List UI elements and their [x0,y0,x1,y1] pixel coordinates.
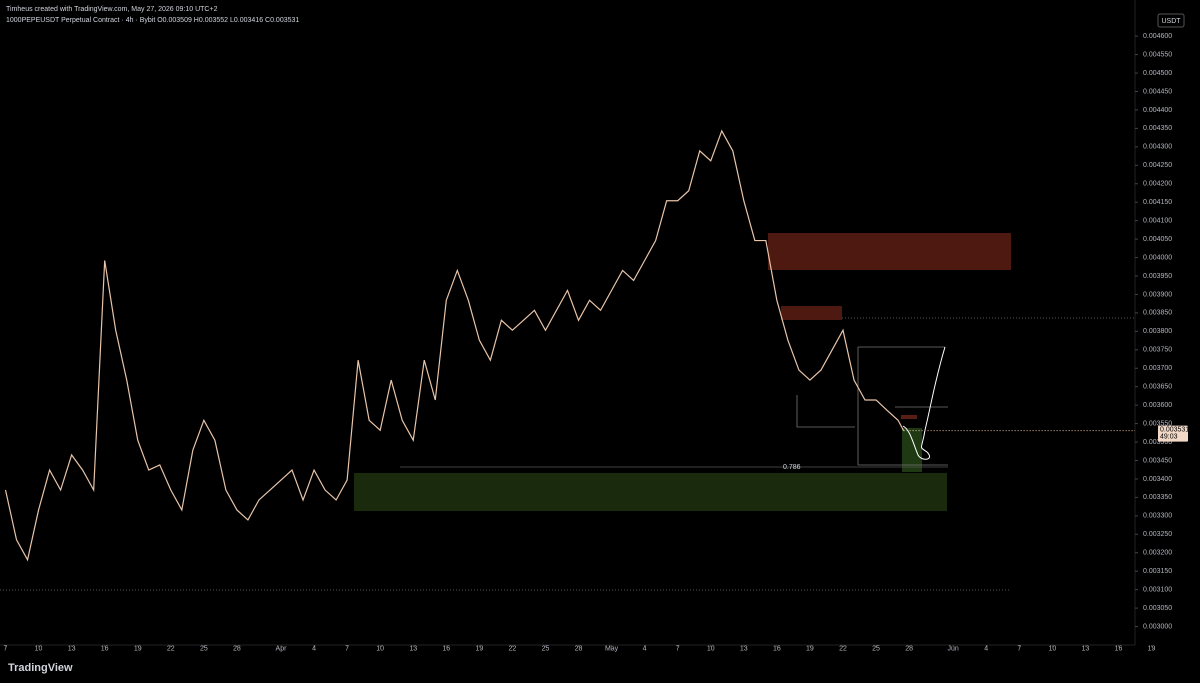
x-tick-label: 22 [167,645,175,652]
y-tick-label: 0.004300 [1143,144,1172,151]
x-tick-label: 25 [542,645,550,652]
x-tick-label: 10 [376,645,384,652]
currency-box [1157,13,1185,28]
y-tick-label: 0.004000 [1143,254,1172,261]
x-tick-label: May [605,645,619,652]
y-tick-label: 0.003200 [1143,550,1172,557]
x-tick-label: 4 [984,645,988,652]
y-tick-label: 0.003650 [1143,384,1172,391]
x-tick-label: 7 [345,645,349,652]
y-tick-label: 0.003550 [1143,420,1172,427]
x-tick-label: 22 [839,645,847,652]
x-tick-label: 16 [101,645,109,652]
y-tick-label: 0.003400 [1143,476,1172,483]
y-tick-label: 0.003500 [1143,439,1172,446]
chart-title: Timheus created with TradingView.com, Ma… [6,6,218,13]
y-tick-label: 0.003450 [1143,457,1172,464]
y-tick-label: 0.004250 [1143,162,1172,169]
x-tick-label: 16 [1115,645,1123,652]
y-tick-label: 0.003700 [1143,365,1172,372]
y-tick-label: 0.003300 [1143,513,1172,520]
price-tag [1158,425,1188,442]
x-tick-label: 19 [134,645,142,652]
x-tick-label: 19 [1148,645,1156,652]
x-tick-label: 16 [442,645,450,652]
x-tick-label: 10 [1048,645,1056,652]
x-tick-label: 19 [806,645,814,652]
x-tick-label: 4 [312,645,316,652]
y-tick-label: 0.004350 [1143,125,1172,132]
x-tick-label: 7 [1017,645,1021,652]
x-tick-label: 10 [35,645,43,652]
demand-zone [902,428,922,472]
brand: TradingView [8,662,73,674]
range-box [796,395,855,428]
currency-label: USDT [1161,18,1181,25]
x-tick-label: Apr [276,645,288,652]
countdown: 49:03 [1160,433,1178,440]
projection-drawing [902,346,946,460]
y-tick-label: 0.003750 [1143,347,1172,354]
y-tick-label: 0.004050 [1143,236,1172,243]
x-tick-label: 22 [509,645,517,652]
y-tick-label: 0.004600 [1143,33,1172,40]
y-tick-label: 0.004150 [1143,199,1172,206]
demand-zone [354,473,947,511]
y-tick-label: 0.003600 [1143,402,1172,409]
y-tick-label: 0.004500 [1143,70,1172,77]
supply-zone [768,233,1011,270]
x-tick-label: 28 [905,645,913,652]
x-tick-label: 25 [200,645,208,652]
x-tick-label: 13 [740,645,748,652]
x-tick-label: 16 [773,645,781,652]
fib-label: 0.786 [783,464,801,471]
y-tick-label: 0.003900 [1143,291,1172,298]
y-tick-label: 0.003350 [1143,494,1172,501]
x-tick-label: 25 [872,645,880,652]
x-tick-label: 19 [475,645,483,652]
x-tick-label: 10 [707,645,715,652]
x-tick-label: 7 [676,645,680,652]
price-line [4,129,905,562]
y-tick-label: 0.003800 [1143,328,1172,335]
x-tick-label: 28 [575,645,583,652]
y-tick-label: 0.004450 [1143,88,1172,95]
y-tick-label: 0.004100 [1143,217,1172,224]
price-label: 0.003531 [1160,426,1189,433]
chart-subtitle: 1000PEPEUSDT Perpetual Contract · 4h · B… [6,17,299,24]
x-tick-label: 13 [68,645,76,652]
supply-zone [781,306,842,320]
supply-zone [901,415,917,419]
y-tick-label: 0.003150 [1143,568,1172,575]
y-tick-label: 0.003000 [1143,623,1172,630]
y-tick-label: 0.004400 [1143,107,1172,114]
y-tick-label: 0.003050 [1143,605,1172,612]
x-tick-label: 13 [409,645,417,652]
x-tick-label: Jun [948,645,959,652]
x-tick-label: 4 [643,645,647,652]
x-tick-label: 13 [1082,645,1090,652]
y-tick-label: 0.004200 [1143,181,1172,188]
x-tick-label: 28 [233,645,241,652]
y-tick-label: 0.003100 [1143,586,1172,593]
y-tick-label: 0.003850 [1143,310,1172,317]
y-tick-label: 0.003950 [1143,273,1172,280]
y-tick-label: 0.004550 [1143,51,1172,58]
y-tick-label: 0.003250 [1143,531,1172,538]
x-tick-label: 7 [4,645,8,652]
